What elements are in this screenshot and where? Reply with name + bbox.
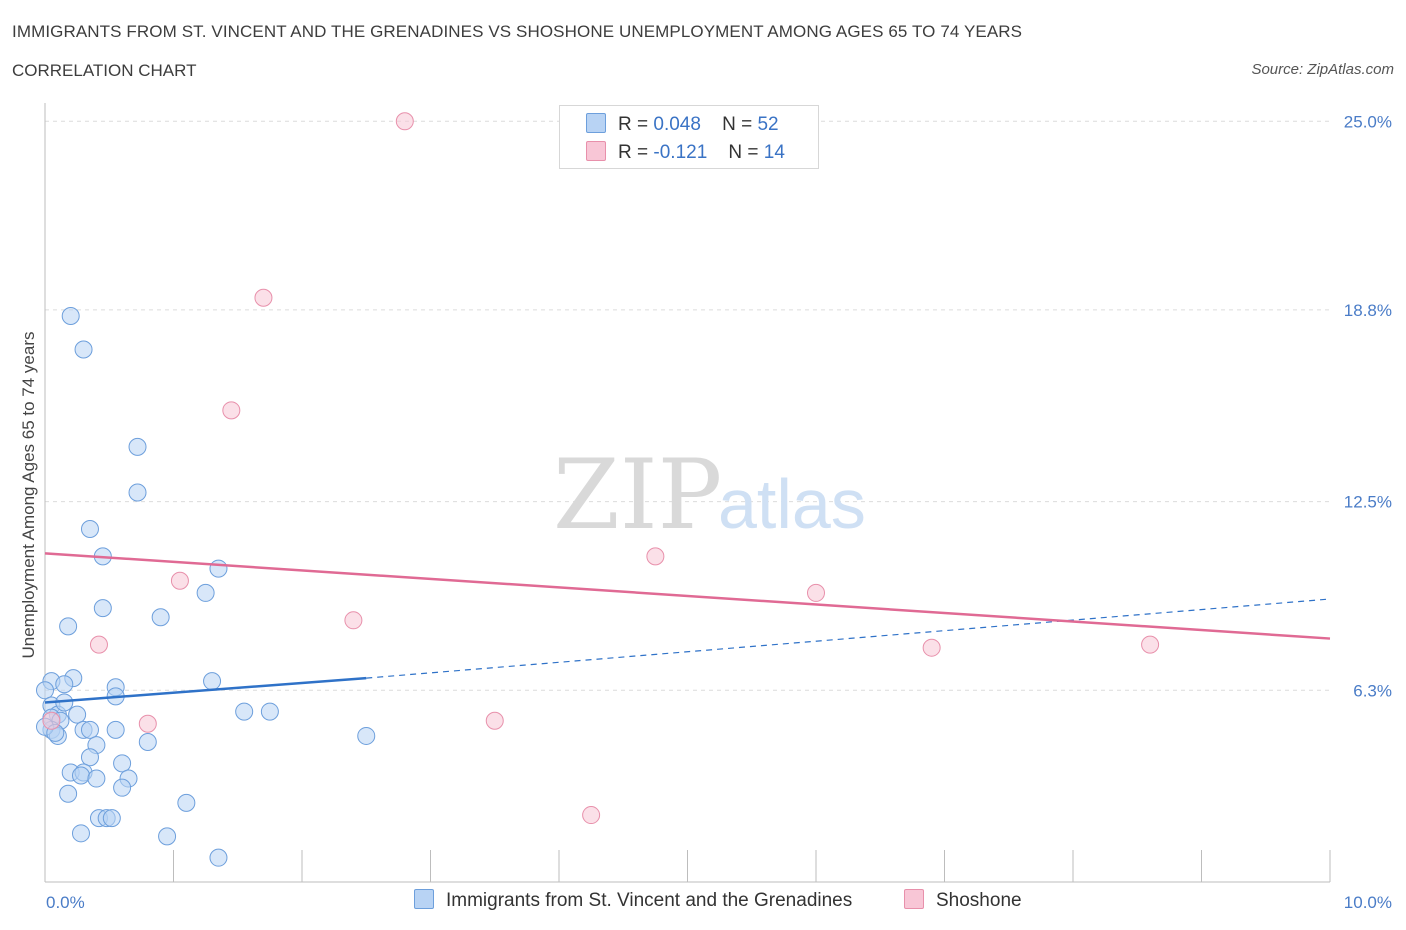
point-immigrants-47 [71, 824, 90, 843]
point-immigrants-35 [113, 754, 132, 773]
point-shoshone-9 [1141, 635, 1160, 654]
chart-title: IMMIGRANTS FROM ST. VINCENT AND THE GREN… [12, 22, 1023, 41]
point-immigrants-0 [61, 307, 80, 326]
point-shoshone-2 [222, 401, 241, 420]
point-immigrants-38 [71, 766, 90, 785]
y-tick-label-0: 6.3% [1353, 681, 1392, 700]
r-label: R = [618, 114, 649, 135]
trend-shoshone [44, 552, 1331, 640]
point-immigrants-21 [68, 705, 87, 724]
point-immigrants-16 [203, 672, 222, 691]
n-value-shoshone: 14 [763, 142, 785, 163]
trend-immigrants-dashed [366, 598, 1331, 679]
watermark-zip: ZIP [553, 439, 722, 551]
r-label: R = [618, 142, 649, 163]
point-immigrants-17 [36, 681, 54, 700]
point-immigrants-31 [235, 702, 254, 721]
point-shoshone-13 [42, 711, 61, 730]
y-axis-label: Unemployment Among Ages 65 to 74 years [19, 332, 38, 659]
point-immigrants-32 [260, 702, 279, 721]
point-shoshone-11 [138, 714, 157, 733]
r-value-shoshone: -0.121 [653, 142, 708, 163]
point-immigrants-43 [177, 793, 196, 812]
point-shoshone-1 [254, 288, 273, 307]
y-tick-label-2: 18.8% [1344, 301, 1392, 320]
point-immigrants-4 [80, 520, 99, 539]
y-tick-labels: 6.3% 12.5% 18.8% 25.0% [1344, 112, 1392, 700]
point-immigrants-9 [196, 583, 215, 602]
x-tick-label-0: 0.0% [46, 893, 85, 912]
point-immigrants-42 [59, 784, 78, 803]
y-tick-label-3: 25.0% [1344, 112, 1392, 131]
point-immigrants-10 [59, 617, 78, 636]
point-shoshone-7 [807, 583, 825, 602]
point-immigrants-41 [113, 778, 132, 797]
point-shoshone-6 [646, 547, 665, 566]
point-immigrants-39 [87, 769, 106, 788]
series-shoshone-points [42, 112, 1160, 825]
n-label: N = [722, 114, 753, 135]
point-shoshone-3 [170, 571, 189, 590]
watermark: ZIP atlas [553, 439, 866, 551]
point-shoshone-12 [582, 806, 601, 825]
point-immigrants-6 [209, 559, 228, 578]
r-value-immigrants: 0.048 [653, 114, 701, 135]
watermark-atlas: atlas [718, 465, 866, 543]
legend-swatch-shoshone [904, 889, 924, 909]
point-immigrants-30 [138, 733, 157, 752]
point-immigrants-48 [158, 827, 177, 846]
n-value-immigrants: 52 [757, 114, 779, 135]
point-immigrants-8 [151, 608, 170, 627]
point-immigrants-7 [93, 599, 112, 618]
legend-swatch-immigrants [414, 889, 434, 909]
swatch-immigrants [586, 113, 606, 133]
stats-legend: R = 0.048 N = 52 R = -0.121 N = 14 [559, 105, 819, 169]
x-tick-label-1: 10.0% [1344, 893, 1392, 912]
point-immigrants-49 [209, 848, 228, 867]
source-label: Source: ZipAtlas.com [1251, 61, 1394, 78]
y-tick-label-1: 12.5% [1344, 493, 1392, 512]
point-immigrants-46 [102, 809, 121, 828]
trend-immigrants [44, 676, 367, 704]
point-shoshone-4 [89, 635, 108, 654]
swatch-shoshone [586, 141, 606, 161]
point-shoshone-8 [922, 638, 941, 657]
point-immigrants-34 [80, 748, 99, 767]
n-label: N = [728, 142, 759, 163]
point-immigrants-33 [357, 726, 376, 745]
axes [44, 103, 1331, 883]
chart-subtitle: CORRELATION CHART [12, 61, 197, 80]
point-immigrants-13 [55, 675, 74, 694]
series-immigrants-points [36, 307, 376, 867]
x-tick-labels: 0.0% 10.0% [46, 893, 1392, 912]
trend-lines [44, 552, 1331, 704]
stats-legend-row-immigrants: R = 0.048 N = 52 [586, 113, 779, 137]
point-immigrants-27 [106, 720, 125, 739]
point-shoshone-10 [485, 711, 504, 730]
point-shoshone-5 [344, 611, 363, 630]
legend-label-shoshone: Shoshone [936, 890, 1022, 911]
point-immigrants-2 [128, 437, 147, 456]
stats-legend-row-shoshone: R = -0.121 N = 14 [586, 141, 785, 165]
point-immigrants-3 [128, 483, 147, 502]
legend-item-shoshone: Shoshone [904, 889, 1022, 912]
legend-label-immigrants: Immigrants from St. Vincent and the Gren… [446, 890, 853, 911]
point-shoshone-0 [395, 112, 414, 131]
legend-item-immigrants: Immigrants from St. Vincent and the Gren… [414, 889, 852, 912]
point-immigrants-1 [74, 340, 93, 359]
point-immigrants-26 [80, 720, 99, 739]
